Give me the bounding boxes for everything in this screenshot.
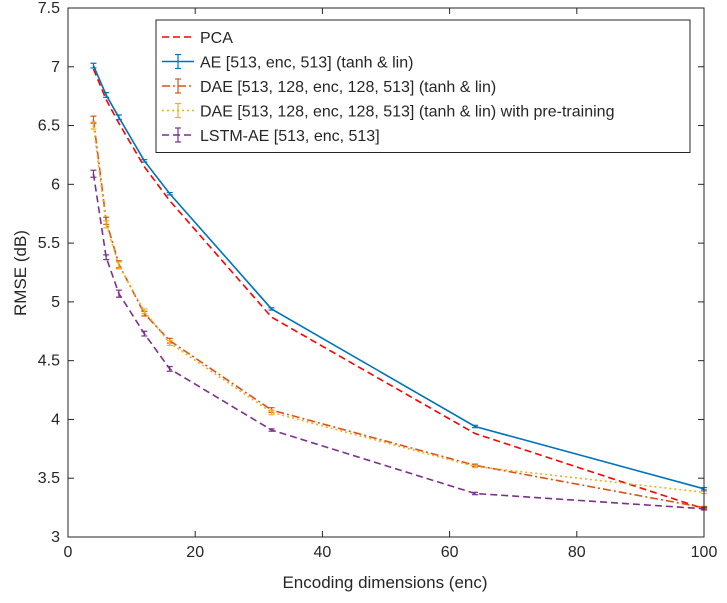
- y-tick-label: 7.5: [38, 0, 60, 17]
- y-tick-label: 7: [51, 59, 60, 76]
- error-bar: [115, 261, 122, 270]
- error-bar: [268, 307, 275, 311]
- error-bar: [166, 340, 173, 346]
- error-bar: [141, 330, 148, 337]
- error-bar: [103, 220, 110, 229]
- series-line-1: [92, 65, 705, 490]
- y-tick-label: 5.5: [38, 235, 60, 252]
- error-bar: [166, 191, 173, 196]
- legend-entry: AE [513, enc, 513] (tanh & lin): [162, 53, 413, 72]
- error-bar: [90, 169, 97, 178]
- y-tick-label: 4: [51, 411, 60, 428]
- series-0: [92, 68, 705, 510]
- error-bar: [268, 428, 275, 432]
- series-1: [90, 62, 707, 491]
- error-bar: [141, 308, 148, 315]
- error-bar: [103, 254, 110, 261]
- y-tick-label: 6: [51, 176, 60, 193]
- legend-box: [155, 19, 691, 153]
- x-tick-label: 0: [64, 544, 73, 561]
- legend-label: DAE [513, 128, enc, 128, 513] (tanh & li…: [200, 104, 614, 121]
- legend: PCA AE [513, enc, 513] (tanh & lin) DAE [5…: [155, 19, 691, 153]
- error-bar: [472, 424, 479, 429]
- series-layer: [90, 62, 707, 511]
- x-axis-title: Encoding dimensions (enc): [282, 573, 487, 592]
- x-tick-label: 40: [314, 544, 332, 561]
- series-line-3: [92, 125, 705, 494]
- x-tick-label: 80: [568, 544, 586, 561]
- series-line-4: [92, 173, 705, 510]
- legend-label: LSTM-AE [513, enc, 513]: [200, 128, 380, 145]
- legend-label: AE [513, enc, 513] (tanh & lin): [200, 55, 413, 72]
- error-bar: [166, 365, 173, 372]
- legend-entry: LSTM-AE [513, enc, 513]: [162, 127, 380, 145]
- legend-entry: DAE [513, 128, enc, 128, 513] (tanh & li…: [162, 78, 496, 96]
- error-bar: [115, 289, 122, 298]
- error-bar: [103, 92, 110, 98]
- legend-entry: PCA: [162, 30, 233, 47]
- y-tick-label: 3.5: [38, 470, 60, 487]
- ticks-layer: 0 20 40 60 80 100 3 3.5 4 4.5 5 5.5 6 6.5 7 7.5: [38, 0, 718, 561]
- axes-layer: [67, 7, 705, 538]
- x-tick-label: 60: [441, 544, 459, 561]
- y-axis-title: RMSE (dB): [11, 230, 30, 316]
- error-bar: [472, 491, 479, 496]
- plot-frame: [67, 7, 705, 538]
- y-tick-label: 3: [51, 529, 60, 546]
- series-line-0: [92, 68, 705, 510]
- error-bar: [268, 409, 275, 416]
- legend-label: PCA: [200, 30, 233, 47]
- error-bar: [472, 464, 479, 469]
- error-bar: [90, 62, 97, 69]
- y-tick-label: 4.5: [38, 353, 60, 370]
- legend-label: DAE [513, 128, enc, 128, 513] (tanh & li…: [200, 79, 496, 96]
- error-bar: [90, 121, 97, 130]
- legend-entry: DAE [513, 128, enc, 128, 513] (tanh & li…: [162, 102, 614, 121]
- error-bar: [115, 114, 122, 121]
- x-tick-label: 100: [691, 544, 718, 561]
- y-tick-label: 5: [51, 294, 60, 311]
- error-bar: [141, 159, 148, 163]
- x-tick-label: 20: [186, 544, 204, 561]
- y-tick-label: 6.5: [38, 118, 60, 135]
